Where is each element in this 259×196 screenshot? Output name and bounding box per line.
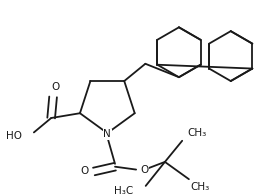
Text: O: O: [141, 165, 149, 175]
Text: O: O: [80, 166, 88, 176]
Text: H₃C: H₃C: [114, 186, 133, 196]
Text: HO: HO: [6, 131, 22, 141]
Text: CH₃: CH₃: [191, 182, 210, 192]
Text: O: O: [51, 82, 59, 92]
Text: CH₃: CH₃: [187, 128, 206, 138]
Text: N: N: [103, 129, 111, 139]
